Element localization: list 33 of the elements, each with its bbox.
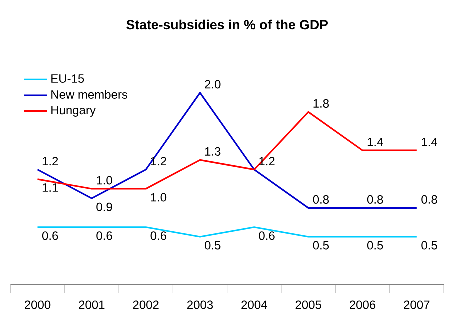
data-label: 1.0: [97, 176, 112, 185]
data-label: 1.3: [205, 147, 221, 156]
data-label: 1.4: [368, 138, 384, 146]
data-label: 0.6: [96, 232, 112, 240]
data-label: 0.5: [313, 241, 330, 250]
data-label: 0.6: [259, 232, 275, 240]
data-label: 1.4: [422, 138, 438, 146]
legend-label: New members: [52, 90, 128, 100]
x-tick-label: 2001: [79, 300, 105, 310]
data-label: 0.9: [96, 202, 112, 212]
x-tick-label: 2006: [350, 300, 376, 310]
data-label: 0.5: [367, 241, 384, 250]
data-label: 0.5: [204, 241, 221, 250]
data-label: 0.8: [367, 195, 384, 204]
x-tick-label: 2007: [404, 300, 430, 310]
data-label: 0.5: [422, 241, 438, 250]
x-tick-label: 2002: [133, 300, 159, 310]
data-label: 0.8: [422, 195, 438, 204]
x-tick-label: 2000: [25, 300, 51, 310]
data-label: 1.8: [314, 99, 330, 108]
x-tick-label: 2003: [188, 300, 214, 310]
data-label: 1.0: [151, 193, 167, 202]
data-label: 0.6: [42, 232, 58, 240]
data-label: 1.2: [42, 157, 58, 166]
legend-label: EU-15: [52, 74, 84, 83]
x-tick-label: 2005: [296, 300, 322, 310]
data-label: 2.0: [205, 80, 221, 89]
legend-label: Hungary: [52, 106, 96, 117]
chart-title: State-subsidies in % of the GDP: [126, 20, 328, 30]
data-label: 0.8: [313, 195, 330, 204]
data-label: 1.1: [42, 184, 58, 192]
data-label: 0.6: [150, 232, 167, 240]
x-tick-label: 2004: [242, 300, 268, 310]
